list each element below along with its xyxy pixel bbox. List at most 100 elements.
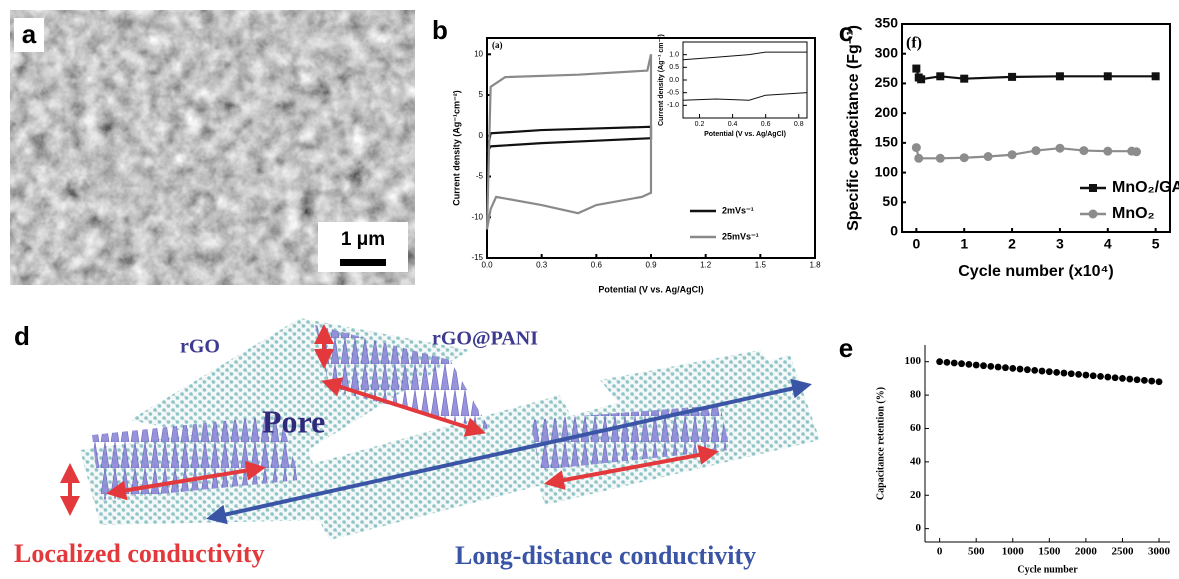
plot-frame (682, 41, 808, 119)
x-tick-label: 1.5 (755, 260, 767, 269)
y-tick-label: 80 (910, 389, 922, 401)
y-tick-label: 50 (882, 193, 898, 209)
x-tick-label: 500 (968, 545, 985, 557)
legend-label: MnO₂ (1112, 205, 1155, 222)
x-tick-label: 0 (937, 545, 943, 557)
y-tick-label: 5 (479, 90, 484, 99)
y-tick-label: 250 (875, 74, 899, 90)
x-tick-label: 1000 (1002, 545, 1025, 557)
marker (1009, 364, 1017, 372)
x-tick-label: 1 (960, 235, 968, 251)
y-axis-label: Specific capacitance (Fg⁻¹) (845, 25, 862, 231)
x-tick-label: 0.2 (695, 121, 705, 128)
marker (1111, 374, 1119, 382)
marker (1148, 377, 1156, 385)
y-tick-label: 300 (875, 44, 899, 60)
y-tick-label: 150 (875, 134, 899, 150)
x-tick-label: 1.2 (700, 260, 712, 269)
series-line (682, 92, 808, 101)
marker (1141, 376, 1148, 384)
pore-label: Pore (262, 403, 325, 439)
marker (987, 362, 995, 370)
marker (972, 361, 980, 369)
marker (1016, 365, 1024, 373)
legend-label: 2mVs⁻¹ (722, 205, 754, 215)
marker (1119, 374, 1126, 382)
x-tick-label: 2500 (1111, 545, 1134, 557)
series-line (485, 125, 653, 153)
marker (1031, 146, 1041, 156)
marker (983, 152, 993, 162)
marker (943, 358, 951, 366)
scale-bar (340, 259, 386, 266)
marker (1007, 150, 1017, 160)
y-tick-label: -0.5 (667, 90, 679, 97)
marker (960, 74, 969, 83)
y-tick-label: 1.0 (669, 52, 679, 59)
x-tick-label: 0.3 (536, 260, 548, 269)
y-tick-label: 40 (910, 455, 922, 467)
legend-marker (1088, 209, 1098, 219)
marker (1151, 72, 1160, 81)
marker (1060, 369, 1068, 377)
label-box (14, 18, 44, 52)
y-tick-label: 100 (905, 355, 922, 367)
marker (1075, 370, 1082, 378)
y-tick-label: -15 (471, 253, 483, 262)
series-line (485, 54, 653, 230)
marker (959, 153, 969, 163)
marker (1055, 143, 1065, 153)
marker (965, 360, 973, 368)
y-tick-label: -5 (476, 172, 484, 181)
x-tick-label: 5 (1152, 235, 1160, 251)
y-axis-label: Capacitance retention (%) (875, 387, 886, 500)
panel-label: a (22, 19, 37, 49)
y-tick-label: 0.0 (669, 77, 679, 84)
panel-label: e (839, 333, 853, 363)
marker (950, 359, 958, 367)
x-tick-label: 4 (1104, 235, 1112, 251)
y-tick-label: 350 (875, 15, 899, 31)
y-tick-label: 0.5 (669, 64, 679, 71)
x-tick-label: 0.8 (794, 121, 804, 128)
x-axis-label: Potential (V vs. Ag/AgCl) (704, 131, 786, 138)
marker (1031, 366, 1039, 374)
y-tick-label: 0 (916, 522, 922, 534)
y-tick-label: 10 (474, 49, 483, 58)
x-axis-label: Cycle number (1017, 564, 1078, 575)
marker (912, 64, 921, 73)
x-axis-label: Potential (V vs. Ag/AgCl) (598, 284, 703, 294)
x-tick-label: 3 (1056, 235, 1064, 251)
rgo-label: rGO (180, 336, 220, 358)
y-axis-label: Current density (Ag⁻¹cm⁻²) (451, 90, 461, 206)
x-tick-label: 3000 (1148, 545, 1171, 557)
marker (1097, 372, 1104, 380)
marker (914, 153, 924, 163)
x-tick-label: 0.4 (728, 121, 738, 128)
marker (1079, 146, 1089, 156)
marker (1053, 368, 1061, 376)
panel-label: d (14, 321, 30, 351)
marker (1082, 371, 1090, 379)
marker (911, 143, 921, 153)
marker (935, 153, 945, 163)
x-tick-label: 0.9 (645, 260, 657, 269)
arrow (206, 378, 812, 525)
y-tick-label: 0 (890, 223, 898, 239)
x-tick-label: 2 (1008, 235, 1016, 251)
marker (958, 360, 965, 368)
y-tick-label: 20 (910, 489, 922, 501)
marker (1045, 368, 1053, 376)
panel-label: c (839, 17, 853, 47)
annotation: (a) (492, 40, 503, 50)
series-line (682, 51, 807, 61)
y-tick-label: 0 (479, 131, 484, 140)
x-tick-label: 0.6 (591, 260, 603, 269)
y-tick-label: -10 (471, 212, 483, 221)
x-tick-label: 2000 (1075, 545, 1098, 557)
marker (936, 358, 944, 366)
marker (936, 72, 945, 81)
x-tick-label: 0.0 (481, 260, 493, 269)
marker (1126, 375, 1134, 383)
